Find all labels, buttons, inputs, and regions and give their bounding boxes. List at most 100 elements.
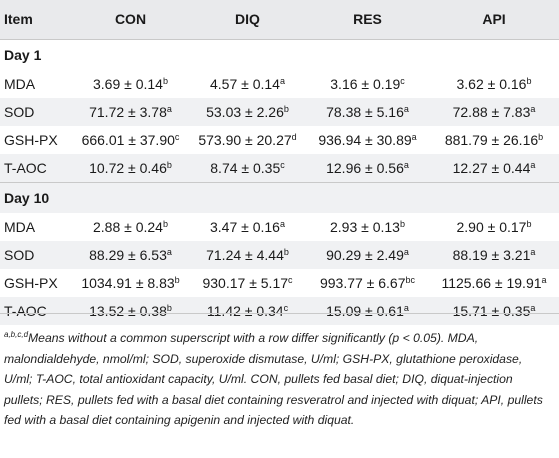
significance-superscript: a bbox=[541, 274, 547, 285]
significance-superscript: a bbox=[530, 103, 536, 114]
table-row: T-AOC 10.72 ± 0.46b 8.74 ± 0.35c 12.96 ± 0.… bbox=[0, 153, 559, 183]
value-cell: 666.01 ± 37.90c bbox=[72, 126, 189, 154]
value-cell: 3.62 ± 0.16b bbox=[429, 70, 559, 98]
header-item: Item bbox=[4, 11, 33, 28]
value-cell: 88.19 ± 3.21a bbox=[429, 241, 559, 269]
row-label: MDA bbox=[4, 218, 36, 235]
significance-superscript: b bbox=[166, 159, 172, 170]
significance-superscript: a bbox=[530, 246, 536, 257]
value-cell: 8.74 ± 0.35c bbox=[189, 154, 306, 183]
value-text: 3.69 ± 0.14 bbox=[93, 75, 163, 92]
value-text: 666.01 ± 37.90 bbox=[81, 131, 175, 148]
value-text: 881.79 ± 26.16 bbox=[444, 131, 539, 148]
significance-superscript: c bbox=[283, 302, 289, 313]
value-text: 12.27 ± 0.44 bbox=[452, 159, 531, 176]
value-cell: 881.79 ± 26.16b bbox=[429, 126, 559, 154]
header-con: CON bbox=[114, 11, 147, 28]
significance-superscript: c bbox=[400, 75, 405, 86]
significance-superscript: b bbox=[283, 246, 289, 257]
value-text: 88.29 ± 6.53 bbox=[89, 246, 167, 263]
significance-superscript: a bbox=[166, 246, 172, 257]
table-row: MDA 2.88 ± 0.24b 3.47 ± 0.16a 2.93 ± 0.13b 2… bbox=[0, 213, 559, 241]
value-text: 930.17 ± 5.17 bbox=[202, 274, 289, 291]
data-table-container: Item CON DIQ RES API Day 1 MDA 3.69 ± 0.14… bbox=[0, 0, 559, 325]
value-text: 15.71 ± 0.35 bbox=[452, 302, 531, 319]
significance-superscript: c bbox=[174, 131, 180, 142]
significance-superscript: a bbox=[403, 246, 409, 257]
value-cell: 72.88 ± 7.83a bbox=[429, 98, 559, 126]
value-text: 936.94 ± 30.89 bbox=[318, 131, 412, 148]
value-cell: 12.27 ± 0.44a bbox=[429, 154, 559, 183]
value-cell: 936.94 ± 30.89a bbox=[306, 126, 429, 154]
row-label: T-AOC bbox=[4, 159, 47, 176]
significance-superscript: b bbox=[526, 75, 532, 86]
significance-superscript: a bbox=[403, 159, 409, 170]
value-text: 3.62 ± 0.16 bbox=[456, 75, 527, 92]
value-text: 12.96 ± 0.56 bbox=[326, 159, 404, 176]
value-cell: 10.72 ± 0.46b bbox=[72, 154, 189, 183]
significance-superscript: a bbox=[530, 159, 536, 170]
row-label: GSH-PX bbox=[4, 131, 58, 148]
significance-superscript: c bbox=[288, 274, 293, 285]
section-title: Day 10 bbox=[4, 189, 50, 206]
value-text: 2.90 ± 0.17 bbox=[456, 218, 527, 235]
significance-superscript: a bbox=[411, 131, 417, 142]
section-row: Day 1 bbox=[0, 39, 559, 70]
significance-superscript: a bbox=[403, 103, 409, 114]
table-row: MDA 3.69 ± 0.14b 4.57 ± 0.14a 3.16 ± 0.19c 3… bbox=[0, 70, 559, 98]
significance-superscript: b bbox=[538, 131, 544, 142]
value-cell: 13.52 ± 0.38b bbox=[72, 297, 189, 325]
section-title: Day 1 bbox=[4, 46, 42, 63]
value-text: 10.72 ± 0.46 bbox=[89, 159, 167, 176]
value-cell: 2.93 ± 0.13b bbox=[306, 213, 429, 241]
significance-superscript: b bbox=[162, 75, 168, 86]
footnote-marker: a,b,c,d bbox=[4, 330, 29, 339]
value-text: 11.42 ± 0.34 bbox=[206, 302, 284, 319]
significance-superscript: a bbox=[279, 75, 285, 86]
significance-superscript: b bbox=[174, 274, 180, 285]
value-text: 72.88 ± 7.83 bbox=[452, 103, 531, 120]
value-text: 15.09 ± 0.61 bbox=[326, 302, 404, 319]
significance-superscript: a bbox=[166, 103, 172, 114]
significance-superscript: a bbox=[403, 302, 409, 313]
value-text: 88.19 ± 3.21 bbox=[452, 246, 531, 263]
value-text: 3.16 ± 0.19 bbox=[330, 75, 401, 92]
header-res: RES bbox=[353, 11, 382, 28]
row-label: SOD bbox=[4, 246, 35, 263]
value-text: 2.93 ± 0.13 bbox=[330, 218, 400, 235]
significance-superscript: b bbox=[166, 302, 172, 313]
table-row: GSH-PX 1034.91 ± 8.83b 930.17 ± 5.17c 993.7… bbox=[0, 269, 559, 297]
value-cell: 2.88 ± 0.24b bbox=[72, 213, 189, 241]
table-bottom-rule bbox=[0, 313, 559, 314]
value-text: 4.57 ± 0.14 bbox=[210, 75, 280, 92]
value-cell: 15.71 ± 0.35a bbox=[429, 297, 559, 325]
value-cell: 78.38 ± 5.16a bbox=[306, 98, 429, 126]
value-text: 71.72 ± 3.78 bbox=[89, 103, 167, 120]
table-row: SOD 71.72 ± 3.78a 53.03 ± 2.26b 78.38 ± 5.1… bbox=[0, 97, 559, 126]
value-text: 573.90 ± 20.27 bbox=[198, 131, 292, 148]
row-label: MDA bbox=[4, 75, 36, 92]
significance-superscript: d bbox=[291, 131, 297, 142]
value-text: 13.52 ± 0.38 bbox=[89, 302, 167, 319]
value-text: 3.47 ± 0.16 bbox=[210, 218, 280, 235]
footnote-text: Means without a common superscript with … bbox=[4, 331, 543, 427]
significance-superscript: a bbox=[530, 302, 536, 313]
value-cell: 930.17 ± 5.17c bbox=[189, 269, 306, 297]
significance-superscript: b bbox=[162, 218, 168, 229]
value-cell: 3.69 ± 0.14b bbox=[72, 70, 189, 98]
significance-superscript: b bbox=[526, 218, 532, 229]
value-cell: 71.24 ± 4.44b bbox=[189, 241, 306, 269]
value-cell: 11.42 ± 0.34c bbox=[189, 297, 306, 325]
significance-superscript: bc bbox=[405, 274, 416, 285]
table-row: T-AOC 13.52 ± 0.38b 11.42 ± 0.34c 15.09 ± 0… bbox=[0, 296, 559, 325]
row-label: T-AOC bbox=[4, 302, 47, 319]
value-cell: 88.29 ± 6.53a bbox=[72, 241, 189, 269]
header-api: API bbox=[482, 11, 506, 28]
table-row: SOD 88.29 ± 6.53a 71.24 ± 4.44b 90.29 ± 2.4… bbox=[0, 240, 559, 269]
value-cell: 3.47 ± 0.16a bbox=[189, 213, 306, 241]
value-cell: 53.03 ± 2.26b bbox=[189, 98, 306, 126]
row-label: GSH-PX bbox=[4, 274, 58, 291]
value-text: 8.74 ± 0.35 bbox=[210, 159, 281, 176]
row-label: SOD bbox=[4, 103, 35, 120]
value-cell: 71.72 ± 3.78a bbox=[72, 98, 189, 126]
